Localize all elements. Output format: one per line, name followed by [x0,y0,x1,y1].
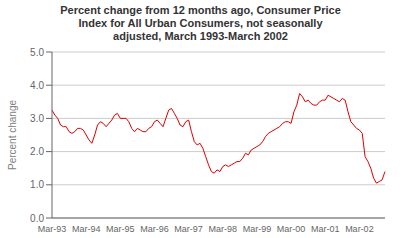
svg-text:Mar-95: Mar-95 [106,224,135,234]
svg-text:5.0: 5.0 [30,47,44,58]
svg-text:Mar-98: Mar-98 [209,224,238,234]
svg-text:Percent change: Percent change [8,100,18,170]
svg-text:Mar-99: Mar-99 [243,224,272,234]
svg-text:0.0: 0.0 [30,213,44,224]
svg-text:1.0: 1.0 [30,179,44,190]
svg-text:Mar-00: Mar-00 [277,224,306,234]
svg-text:Mar-96: Mar-96 [140,224,169,234]
svg-text:4.0: 4.0 [30,80,44,91]
svg-text:Mar-97: Mar-97 [174,224,203,234]
svg-text:Mar-01: Mar-01 [311,224,340,234]
svg-text:3.0: 3.0 [30,113,44,124]
svg-text:Mar-94: Mar-94 [72,224,101,234]
svg-text:2.0: 2.0 [30,146,44,157]
html-text:Percent change from 12 months: Percent change from 12 months ago, Consu… [60,4,341,42]
svg-text:Mar-02: Mar-02 [345,224,374,234]
svg-text:Mar-93: Mar-93 [38,224,67,234]
